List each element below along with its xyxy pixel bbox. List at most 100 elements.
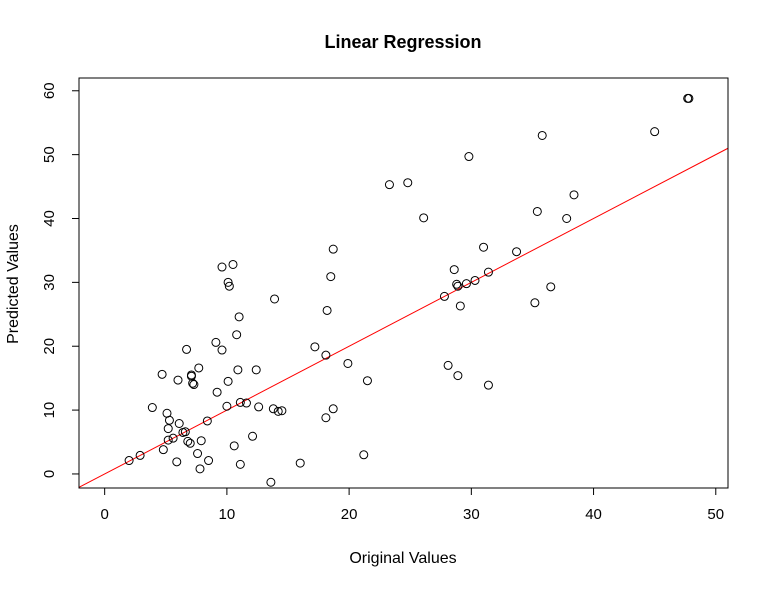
data-point [328, 244, 338, 254]
y-tick-label: 20 [41, 338, 58, 355]
data-point [483, 267, 493, 277]
regression-line [79, 147, 728, 488]
data-point [172, 457, 182, 467]
data-point [273, 406, 283, 416]
x-tick-label: 50 [707, 506, 724, 523]
x-tick-label: 20 [341, 506, 358, 523]
data-point [235, 459, 245, 469]
data-point [483, 380, 493, 390]
data-point [248, 431, 258, 441]
x-tick-label: 30 [463, 506, 480, 523]
data-point [546, 282, 556, 292]
data-point [326, 272, 336, 282]
data-point [223, 277, 233, 287]
data-point [310, 342, 320, 352]
x-axis-label: Original Values [349, 550, 456, 567]
data-point [384, 180, 394, 190]
data-point [185, 438, 195, 448]
data-point [453, 281, 463, 291]
data-point [530, 298, 540, 308]
data-point [562, 213, 572, 223]
data-point [193, 449, 203, 459]
data-point [512, 247, 522, 257]
data-point [164, 415, 174, 425]
data-point [188, 378, 198, 388]
data-point [532, 206, 542, 216]
data-point [322, 305, 332, 315]
data-point [362, 376, 372, 386]
data-point [537, 130, 547, 140]
data-point [266, 477, 276, 487]
data-point [222, 401, 232, 411]
data-point [158, 445, 168, 455]
data-point [461, 279, 471, 289]
data-point [229, 441, 239, 451]
data-point [173, 375, 183, 385]
data-point [124, 456, 134, 466]
data-point [268, 404, 278, 414]
data-point [479, 242, 489, 252]
data-point [196, 436, 206, 446]
data-point [321, 413, 331, 423]
data-point [224, 281, 234, 291]
data-point [217, 262, 227, 272]
data-point [455, 301, 465, 311]
data-point [328, 404, 338, 414]
data-point [254, 402, 264, 412]
data-point [157, 369, 167, 379]
data-point [449, 265, 459, 275]
y-tick-label: 30 [41, 274, 58, 291]
data-point [241, 398, 251, 408]
x-tick-label: 40 [585, 506, 602, 523]
y-tick-label: 10 [41, 402, 58, 419]
data-point [270, 294, 280, 304]
data-point [163, 424, 173, 434]
x-tick-label: 10 [219, 506, 236, 523]
data-point [403, 178, 413, 188]
data-point [147, 403, 157, 413]
data-point [183, 436, 193, 446]
data-point [211, 337, 221, 347]
data-point [194, 363, 204, 373]
x-tick-label: 0 [100, 506, 108, 523]
data-point [235, 397, 245, 407]
data-point [569, 190, 579, 200]
data-point [232, 330, 242, 340]
data-point [174, 418, 184, 428]
y-tick-label: 40 [41, 210, 58, 227]
data-point [195, 464, 205, 474]
data-point [251, 365, 261, 375]
data-point [464, 152, 474, 162]
data-point [186, 371, 196, 381]
y-tick-label: 60 [41, 82, 58, 99]
data-point [212, 387, 222, 397]
data-point [453, 371, 463, 381]
data-point [204, 456, 214, 466]
data-point [439, 291, 449, 301]
data-point [180, 427, 190, 437]
data-point [217, 345, 227, 355]
y-tick-label: 50 [41, 146, 58, 163]
data-points-layer [124, 93, 694, 487]
x-axis: 0 10 20 30 40 50 [100, 487, 724, 523]
data-point [234, 312, 244, 322]
data-point [163, 435, 173, 445]
data-point [419, 213, 429, 223]
y-tick-label: 0 [41, 470, 58, 478]
data-point [182, 344, 192, 354]
data-point [443, 360, 453, 370]
data-point [650, 127, 660, 137]
data-point [135, 450, 145, 460]
data-point [189, 380, 199, 390]
data-point [343, 358, 353, 368]
regression-line-layer [79, 147, 728, 488]
data-point [202, 416, 212, 426]
data-point [470, 275, 480, 285]
data-point [223, 376, 233, 386]
data-point [233, 365, 243, 375]
data-point [321, 350, 331, 360]
data-point [359, 450, 369, 460]
data-point [228, 259, 238, 269]
